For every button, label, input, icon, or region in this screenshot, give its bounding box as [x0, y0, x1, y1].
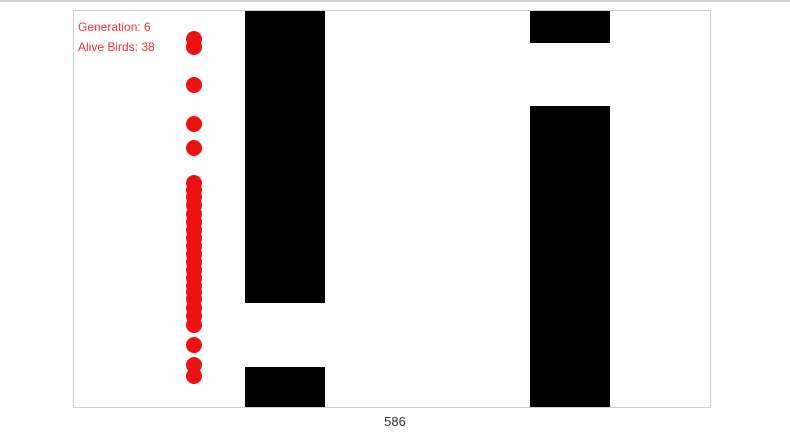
bird [186, 337, 202, 353]
bird [186, 116, 202, 132]
pipe-2-bottom [530, 106, 610, 407]
top-divider [0, 0, 790, 2]
alive-birds-label: Alive Birds: 38 [78, 40, 155, 54]
generation-label: Generation: 6 [78, 20, 151, 34]
game-canvas[interactable]: Generation: 6 Alive Birds: 38 [73, 10, 711, 408]
bird [186, 140, 202, 156]
bird [186, 39, 202, 55]
pipe-1-top [245, 11, 325, 303]
score-counter: 586 [384, 414, 406, 429]
bird [186, 368, 202, 384]
bird [186, 317, 202, 333]
pipe-1-bottom [245, 367, 325, 407]
pipe-2-top [530, 11, 610, 43]
bird [186, 77, 202, 93]
